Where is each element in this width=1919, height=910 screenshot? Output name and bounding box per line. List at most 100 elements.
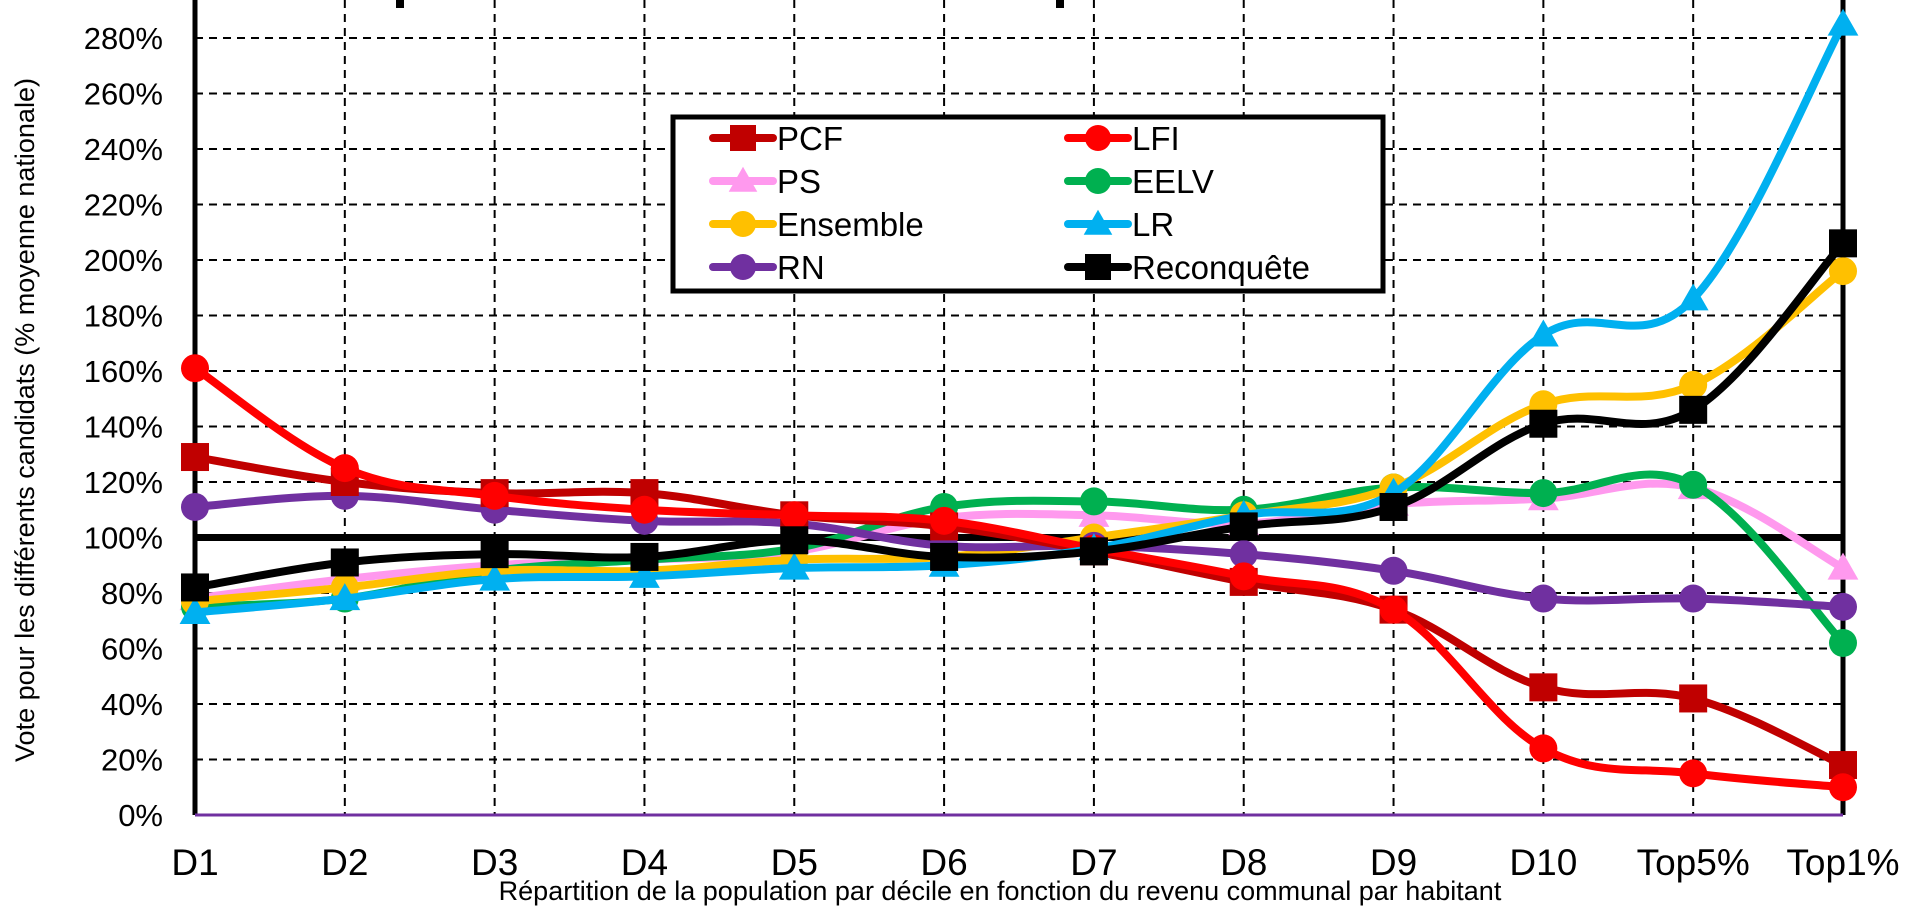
data-point (778, 552, 810, 580)
y-tick-label: 200% (84, 243, 163, 278)
data-point (1827, 8, 1859, 36)
y-tick-label: 180% (84, 299, 163, 334)
y-tick-label: 0% (118, 798, 163, 833)
legend-item: Ensemble (709, 206, 924, 243)
data-point (329, 583, 361, 611)
legend-box (670, 114, 1386, 294)
data-point (630, 495, 659, 524)
legend-label: Ensemble (777, 206, 924, 243)
data-point (1529, 673, 1558, 702)
y-tick-label: 160% (84, 354, 163, 389)
y-tick-label: 140% (84, 410, 163, 445)
legend-swatch-marker (1083, 209, 1113, 235)
data-point (1079, 487, 1108, 516)
legend-swatch-marker (1085, 254, 1111, 280)
x-axis-label: Répartition de la population par décile … (499, 876, 1502, 906)
legend-swatch-marker (730, 211, 756, 237)
y-tick-label: 60% (101, 632, 163, 667)
legend-swatch-marker (730, 254, 756, 280)
series-line (191, 20, 1847, 617)
data-point (1229, 512, 1258, 541)
data-point (1527, 319, 1559, 347)
data-point (780, 501, 809, 530)
legend-label: LR (1132, 206, 1174, 243)
x-tick-label: D8 (1220, 842, 1267, 883)
legend-item: RN (709, 249, 825, 286)
data-point (780, 526, 809, 555)
x-tick-label: D7 (1070, 842, 1117, 883)
data-point (1529, 479, 1558, 508)
legend-swatch-marker (1085, 168, 1111, 194)
axes (192, 0, 1846, 817)
data-point (181, 354, 209, 383)
data-point (1829, 628, 1857, 657)
x-tick-label: D10 (1509, 842, 1577, 883)
legend-item: PS (709, 163, 821, 200)
data-point (480, 540, 509, 569)
legend-item: Reconquête (1064, 249, 1310, 286)
legend-item: LR (1064, 206, 1174, 243)
y-tick-labels: 0% 20% 40% 60% 80% 100% 120% 140% 160% 180% 200% 22… (84, 21, 163, 833)
y-tick-label: 260% (84, 77, 163, 112)
data-point (1079, 537, 1108, 566)
data-point (1829, 229, 1857, 258)
x-tick-label: D4 (621, 842, 668, 883)
data-point (1679, 759, 1708, 788)
y-tick-label: 100% (84, 521, 163, 556)
legend-swatch-marker (730, 125, 756, 151)
x-tick-label: Top5% (1637, 842, 1750, 883)
legend-swatch-marker (728, 166, 758, 192)
data-point (1229, 540, 1258, 569)
data-point (1379, 556, 1408, 585)
legend-label: EELV (1132, 163, 1214, 200)
legend-label: Reconquête (1132, 249, 1310, 286)
data-point (330, 548, 359, 577)
x-tick-label: D1 (171, 842, 218, 883)
data-point (181, 492, 209, 521)
x-tick-label: Top1% (1786, 842, 1899, 883)
legend-swatch-marker (1085, 125, 1111, 151)
data-point (1829, 592, 1857, 621)
legend-item: PCF (709, 120, 843, 157)
data-point (181, 573, 209, 602)
data-point (179, 597, 211, 624)
data-point (480, 481, 509, 510)
data-point (1529, 734, 1558, 763)
data-point (930, 506, 959, 535)
x-tick-label: D9 (1370, 842, 1417, 883)
data-point (630, 542, 659, 571)
legend-label: LFI (1132, 120, 1180, 157)
data-point (1379, 492, 1408, 521)
data-point (930, 542, 959, 571)
data-point (1829, 257, 1857, 286)
y-tick-label: 220% (84, 188, 163, 223)
data-point (181, 443, 209, 472)
x-tick-label: D3 (471, 842, 518, 883)
y-tick-label: 40% (101, 687, 163, 722)
legend-label: RN (777, 249, 825, 286)
data-point (330, 454, 359, 483)
data-point (1679, 370, 1708, 399)
data-point (629, 560, 660, 588)
legend-label: PS (777, 163, 821, 200)
x-tick-label: D2 (321, 842, 368, 883)
x-tick-labels: D1 D2 D3 D4 D5 D6 D7 D8 D9 D10 Top5% Top1% (171, 842, 1899, 883)
y-tick-label: 120% (84, 465, 163, 500)
y-tick-label: 20% (101, 743, 163, 778)
x-tick-label: D6 (920, 842, 967, 883)
y-tick-label: 80% (101, 576, 163, 611)
data-point (1679, 470, 1708, 499)
data-point (1529, 409, 1558, 438)
series-line (191, 491, 1847, 611)
series-eelv (181, 470, 1857, 657)
y-axis-label: Vote pour les différents candidats (% mo… (10, 78, 40, 762)
legend-label: PCF (777, 120, 843, 157)
y-tick-label: 280% (84, 21, 163, 56)
series-reconquête (181, 229, 1857, 602)
data-point (479, 563, 511, 591)
data-point (1379, 595, 1408, 624)
data-point (1827, 552, 1859, 580)
data-point (1679, 395, 1708, 424)
legend-item: LFI (1064, 120, 1180, 157)
